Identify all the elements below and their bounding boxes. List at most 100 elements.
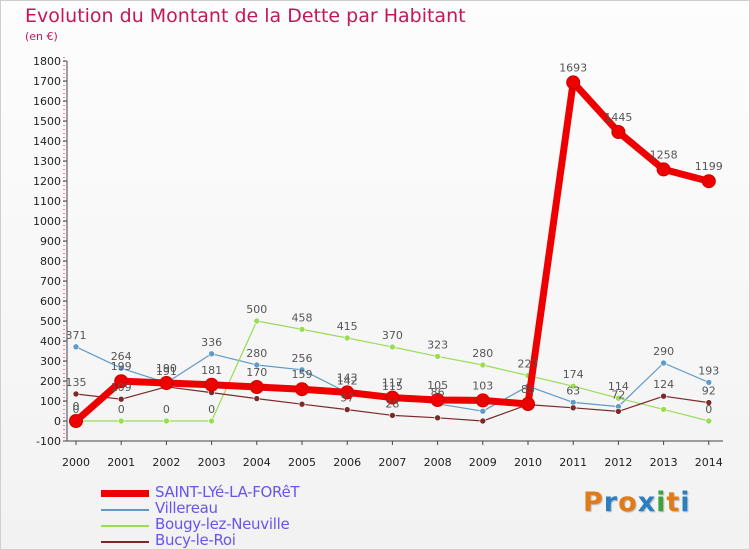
data-point-bucy-le-roi (298, 400, 306, 408)
data-label: 336 (201, 336, 222, 349)
x-tick-label: 2001 (107, 456, 135, 469)
data-label: 415 (337, 320, 358, 333)
data-point-villereau (705, 379, 713, 386)
legend-item-bougy-lez-neuville: Bougy-lez-Neuville (101, 515, 361, 533)
y-tick-label: 500 (40, 315, 61, 328)
data-label: 370 (382, 329, 403, 342)
data-point-villereau (72, 343, 80, 351)
y-tick-label: 1100 (33, 195, 61, 208)
data-label: 256 (292, 352, 313, 365)
data-point-villereau (479, 407, 487, 415)
y-tick-label: 1200 (33, 175, 61, 188)
data-label: 371 (66, 329, 87, 342)
x-tick-label: 2010 (514, 456, 542, 469)
data-point-saint-ly-la-for-t (475, 393, 490, 408)
y-tick-label: 800 (40, 255, 61, 268)
proxiti-logo: Proxiti (583, 487, 691, 518)
data-point-bougy-lez-neuville (569, 382, 577, 390)
data-label: 1445 (604, 111, 632, 124)
y-tick-label: 1300 (33, 155, 61, 168)
data-label: 193 (698, 364, 719, 377)
data-point-bougy-lez-neuville (208, 417, 215, 425)
data-point-saint-ly-la-for-t (385, 390, 400, 405)
y-tick-label: 300 (40, 355, 61, 368)
data-label: 280 (472, 347, 493, 360)
x-tick-label: 2004 (243, 456, 271, 469)
data-point-bougy-lez-neuville (389, 343, 396, 351)
legend-item-bucy-le-roi: Bucy-le-Roi (101, 531, 361, 549)
data-label: 28 (385, 397, 399, 410)
data-point-saint-ly-la-for-t (521, 397, 535, 411)
data-label: 181 (201, 364, 222, 377)
data-point-bucy-le-roi (389, 412, 396, 419)
data-point-bucy-le-roi (117, 395, 125, 403)
y-tick-label: 600 (40, 295, 61, 308)
x-tick-label: 2005 (288, 456, 316, 469)
data-label: 0 (118, 403, 125, 416)
data-point-villereau (298, 366, 306, 374)
data-point-bougy-lez-neuville (434, 353, 441, 360)
data-point-bucy-le-roi (72, 390, 80, 398)
x-tick-label: 2007 (378, 456, 406, 469)
legend-swatch (101, 541, 149, 543)
y-tick-label: 900 (40, 235, 61, 248)
x-tick-label: 2000 (62, 456, 90, 469)
data-point-bucy-le-roi (434, 414, 441, 422)
legend-item-villereau: Villereau (101, 499, 361, 517)
legend-item-saint-ly-la-for-t: SAINT-LYé-LA-FORêT (101, 483, 361, 501)
y-tick-label: 0 (54, 415, 61, 428)
legend-label: Bougy-lez-Neuville (155, 515, 290, 533)
y-tick-label: 100 (40, 395, 61, 408)
data-point-villereau (208, 350, 215, 358)
data-point-bougy-lez-neuville (163, 417, 170, 425)
data-label: 159 (292, 368, 313, 381)
x-tick-label: 2009 (469, 456, 497, 469)
data-label: 57 (340, 392, 354, 405)
data-label: 1258 (650, 148, 678, 161)
data-label: 170 (246, 366, 267, 379)
data-point-bougy-lez-neuville (343, 334, 351, 342)
data-point-saint-ly-la-for-t (430, 393, 445, 407)
data-label: 0 (73, 400, 80, 413)
y-tick-label: 1500 (33, 115, 61, 128)
data-point-villereau (117, 364, 125, 372)
legend-label: Villereau (155, 499, 218, 517)
legend-label: Bucy-le-Roi (155, 531, 236, 549)
data-label: 85 (521, 383, 535, 396)
data-point-saint-ly-la-for-t (114, 374, 129, 389)
data-label: 190 (156, 362, 177, 375)
x-tick-label: 2002 (152, 456, 180, 469)
data-point-bougy-lez-neuville (615, 394, 622, 402)
y-tick-label: 1400 (33, 135, 61, 148)
data-point-bougy-lez-neuville (298, 326, 306, 333)
data-point-villereau (253, 361, 261, 369)
data-point-bucy-le-roi (705, 399, 713, 406)
data-point-saint-ly-la-for-t (69, 414, 83, 428)
data-label: 280 (246, 347, 267, 360)
x-tick-label: 2003 (198, 456, 226, 469)
data-label: 86 (431, 386, 445, 399)
data-point-villereau (660, 359, 667, 367)
data-label: 135 (66, 376, 87, 389)
x-tick-label: 2006 (333, 456, 361, 469)
y-tick-label: 1000 (33, 215, 61, 228)
data-label: 1693 (559, 61, 587, 74)
data-point-bucy-le-roi (343, 406, 351, 413)
data-point-saint-ly-la-for-t (159, 376, 174, 390)
y-tick-label: -100 (36, 435, 61, 448)
data-label: 109 (111, 381, 132, 394)
data-label: 199 (111, 360, 132, 373)
data-label: 0 (705, 403, 712, 416)
data-point-bucy-le-roi (479, 417, 487, 425)
y-tick-label: 1600 (33, 95, 61, 108)
y-tick-label: 200 (40, 375, 61, 388)
x-tick-label: 2011 (559, 456, 587, 469)
data-label: 92 (702, 385, 716, 398)
data-point-saint-ly-la-for-t (249, 380, 264, 394)
data-point-bougy-lez-neuville (117, 417, 125, 425)
data-point-saint-ly-la-for-t (340, 385, 355, 400)
data-label: 103 (472, 379, 493, 392)
data-point-bougy-lez-neuville (705, 417, 713, 425)
